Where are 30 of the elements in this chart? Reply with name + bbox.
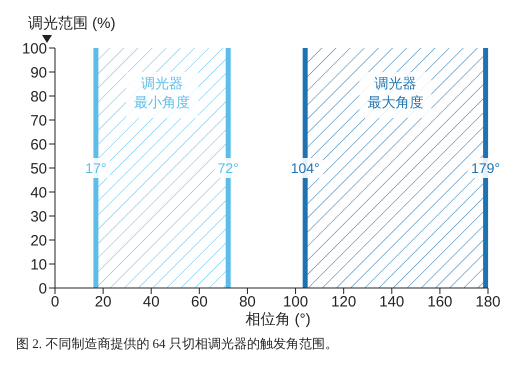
y-tick-label: 40	[30, 184, 47, 202]
x-tick-label: 120	[331, 294, 356, 311]
y-axis-title: 调光范围 (%)	[28, 14, 116, 33]
y-tick-label: 60	[30, 136, 47, 154]
x-tick-label: 180	[475, 294, 501, 311]
x-tick-label: 60	[190, 294, 208, 311]
y-tick-label: 0	[38, 280, 47, 298]
y-tick-label: 80	[30, 88, 47, 106]
x-axis-title: 相位角 (°)	[244, 310, 312, 329]
y-tick-label: 70	[30, 112, 47, 130]
caption: 图 2. 不同制造商提供的 64 只切相调光器的触发角范围。	[16, 335, 339, 353]
x-tick-label: 20	[94, 294, 112, 311]
x-tick-label: 80	[239, 294, 256, 311]
y-tick-label: 50	[30, 160, 47, 178]
ref-line-label: 72°	[218, 160, 239, 176]
y-tick-label: 90	[30, 64, 47, 82]
y-tick-label: 20	[30, 232, 47, 250]
series-label: 调光器最大角度	[367, 75, 424, 110]
ref-line-label: 17°	[85, 160, 106, 176]
y-tick-label: 10	[30, 256, 47, 274]
x-tick-label: 100	[283, 294, 308, 311]
x-tick-label: 160	[427, 294, 452, 311]
x-tick-label: 140	[379, 294, 404, 311]
y-tick-label: 30	[30, 208, 47, 226]
ref-line-label: 179°	[471, 160, 500, 176]
x-tick-label: 0	[50, 294, 60, 311]
ref-line-label: 104°	[290, 160, 320, 176]
y-tick-label: 100	[22, 40, 47, 58]
x-tick-label: 40	[142, 294, 160, 311]
series-label: 调光器最小角度	[134, 75, 190, 110]
